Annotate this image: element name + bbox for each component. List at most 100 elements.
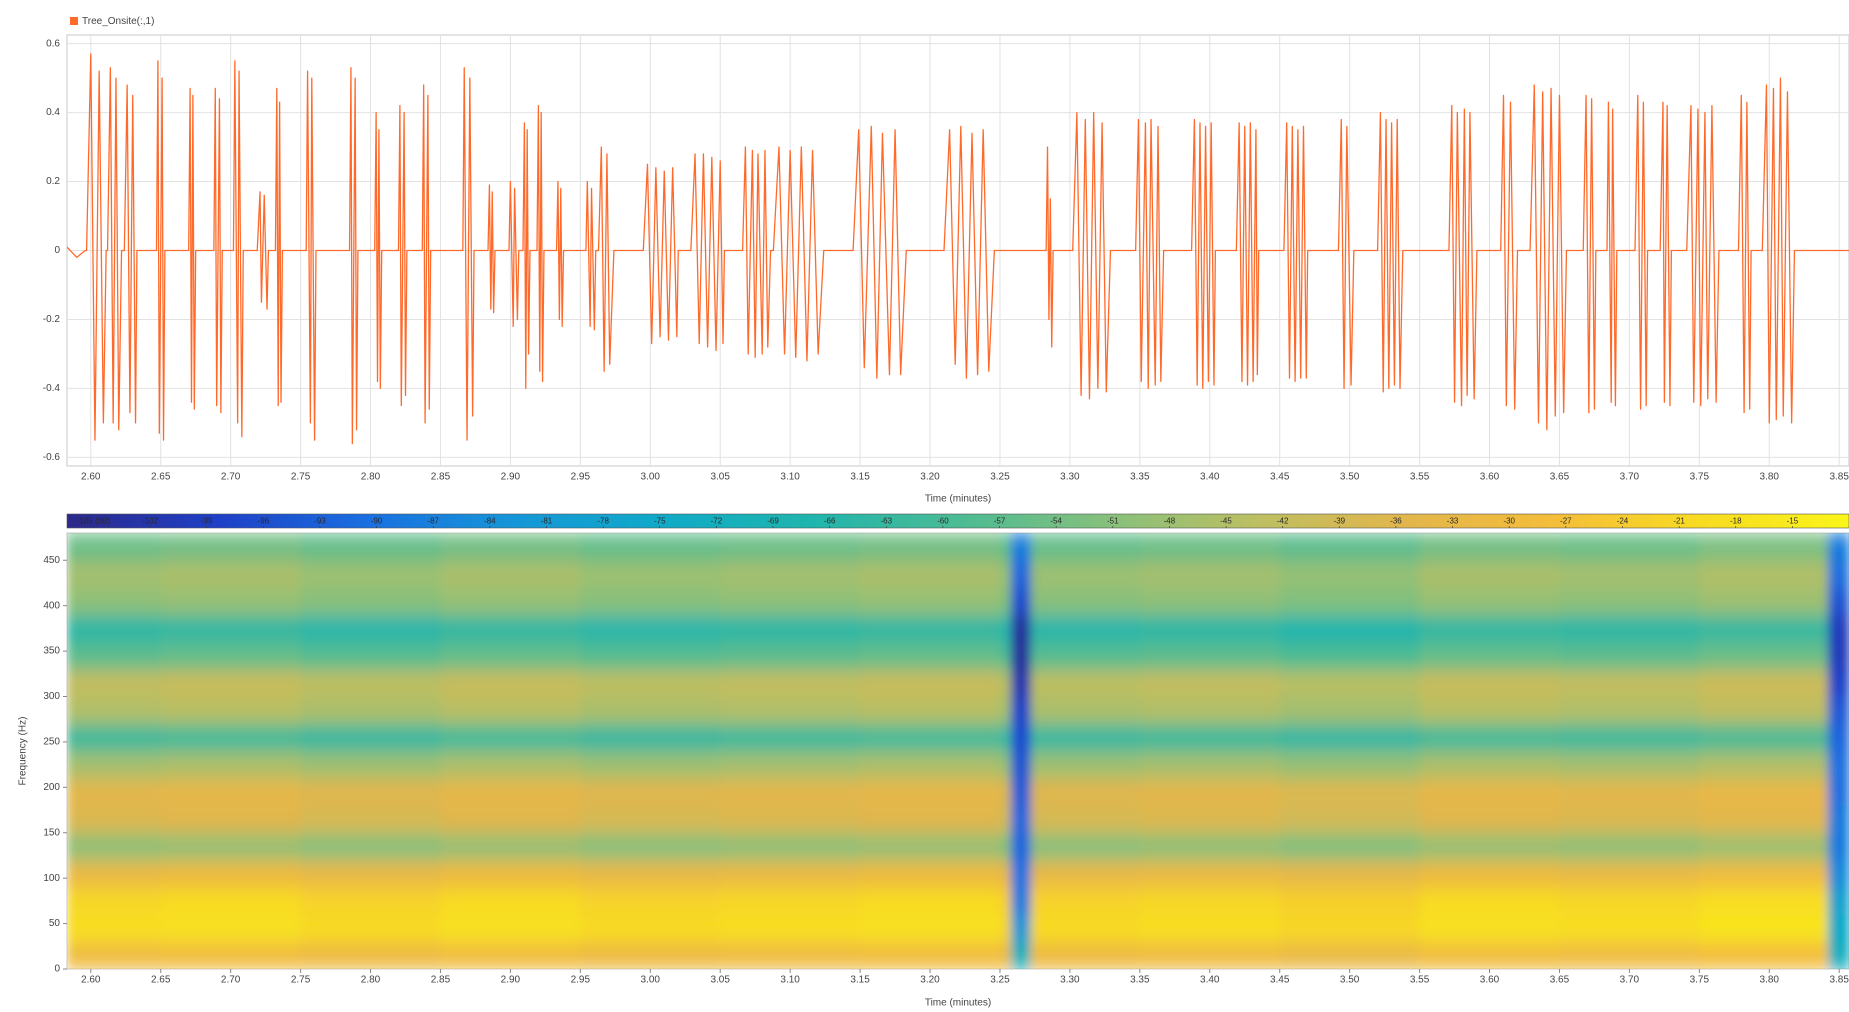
heatmap-cell: [1559, 832, 1700, 861]
heatmap-cell: [860, 751, 1001, 779]
heatmap-cell: [1419, 860, 1561, 888]
heatmap-cell: [1279, 805, 1421, 834]
heatmap-cell: [580, 860, 721, 888]
heatmap-cell: [860, 914, 1001, 943]
y-tick-label: 400: [43, 600, 60, 611]
heatmap-cell: [160, 587, 302, 616]
heatmap-cell: [1699, 887, 1829, 916]
colorbar-label: -63: [880, 517, 892, 526]
colorbar-label: -42: [1277, 517, 1289, 526]
heatmap-cell: [1699, 533, 1829, 561]
heatmap-cell: [999, 669, 1012, 698]
heatmap-cell: [440, 696, 581, 725]
heatmap-cell: [67, 669, 162, 698]
heatmap-cell: [860, 642, 1001, 670]
x-tick-label: 2.80: [361, 472, 381, 483]
heatmap-cell: [1030, 941, 1141, 969]
heatmap-cell: [999, 778, 1012, 807]
heatmap-cell: [1559, 778, 1700, 807]
heatmap-cell: [1559, 642, 1700, 670]
heatmap-cell: [67, 587, 162, 616]
heatmap-cell: [720, 723, 861, 752]
x-tick-label: 2.90: [501, 975, 521, 986]
heatmap-cell: [300, 860, 442, 888]
heatmap-cell: [1139, 778, 1281, 807]
heatmap-cell: [720, 560, 861, 589]
heatmap-cell: [300, 587, 442, 616]
heatmap-cell: [720, 805, 861, 834]
colorbar-label: -27: [1560, 517, 1572, 526]
heatmap-cell: [1699, 587, 1829, 616]
colorbar-label: -75: [654, 517, 666, 526]
heatmap-cell: [1699, 696, 1829, 725]
heatmap-cell: [1279, 560, 1421, 589]
heatmap-cell: [1828, 805, 1849, 834]
heatmap-cell: [440, 805, 581, 834]
heatmap-cell: [160, 642, 302, 670]
heatmap-cell: [1828, 587, 1849, 616]
heatmap-cell: [1419, 941, 1561, 969]
x-tick-label: 3.65: [1550, 975, 1570, 986]
heatmap-cell: [1828, 669, 1849, 698]
x-tick-label: 2.95: [571, 472, 591, 483]
heatmap-cell: [300, 614, 442, 643]
x-tick-label: 3.05: [710, 472, 730, 483]
heatmap-cell: [580, 587, 721, 616]
heatmap-cell: [1828, 778, 1849, 807]
heatmap-cell: [1279, 723, 1421, 752]
heatmap-cell: [999, 751, 1012, 779]
heatmap-cell: [1559, 887, 1700, 916]
heatmap-cell: [720, 941, 861, 969]
heatmap-cell: [1139, 560, 1281, 589]
heatmap-cell: [1419, 751, 1561, 779]
y-tick-label: 300: [43, 691, 60, 702]
heatmap-cell: [1011, 614, 1032, 643]
heatmap-cell: [67, 696, 162, 725]
heatmap-cell: [720, 860, 861, 888]
heatmap-cell: [720, 778, 861, 807]
heatmap-cell: [1699, 832, 1829, 861]
heatmap-cell: [1559, 805, 1700, 834]
heatmap-cell: [1139, 832, 1281, 861]
x-tick-label: 2.70: [221, 975, 241, 986]
heatmap-cell: [580, 696, 721, 725]
colorbar-label: -69: [767, 517, 779, 526]
heatmap-cell: [300, 669, 442, 698]
heatmap-cell: [1828, 887, 1849, 916]
y-tick-label: 100: [43, 873, 60, 884]
x-tick-label: 3.00: [641, 975, 661, 986]
heatmap-cell: [1030, 669, 1141, 698]
x-tick-label: 2.90: [501, 472, 521, 483]
heatmap-cell: [580, 778, 721, 807]
heatmap-cell: [1030, 832, 1141, 861]
heatmap-cell: [1419, 669, 1561, 698]
heatmap-cell: [860, 832, 1001, 861]
heatmap-cell: [580, 533, 721, 561]
heatmap-cell: [580, 805, 721, 834]
x-axis-title: Time (minutes): [925, 494, 991, 505]
heatmap-cell: [160, 751, 302, 779]
heatmap-cell: [1419, 832, 1561, 861]
heatmap-cell: [1011, 533, 1032, 561]
heatmap-cell: [160, 723, 302, 752]
heatmap-cell: [860, 560, 1001, 589]
heatmap-cell: [1419, 560, 1561, 589]
y-tick-label: 450: [43, 555, 60, 566]
heatmap-cell: [1828, 614, 1849, 643]
heatmap-cell: [440, 941, 581, 969]
colorbar-label: -72: [711, 517, 723, 526]
heatmap-cell: [1419, 587, 1561, 616]
heatmap-cell: [67, 778, 162, 807]
heatmap-cell: [67, 642, 162, 670]
x-tick-label: 3.60: [1480, 472, 1500, 483]
y-tick-label: 50: [49, 918, 61, 929]
heatmap-cell: [1279, 587, 1421, 616]
heatmap-cell: [1559, 533, 1700, 561]
heatmap-cell: [1419, 805, 1561, 834]
x-tick-label: 3.15: [850, 472, 870, 483]
heatmap-cell: [1419, 723, 1561, 752]
heatmap-cell: [1699, 751, 1829, 779]
colorbar-label: -21: [1673, 517, 1685, 526]
